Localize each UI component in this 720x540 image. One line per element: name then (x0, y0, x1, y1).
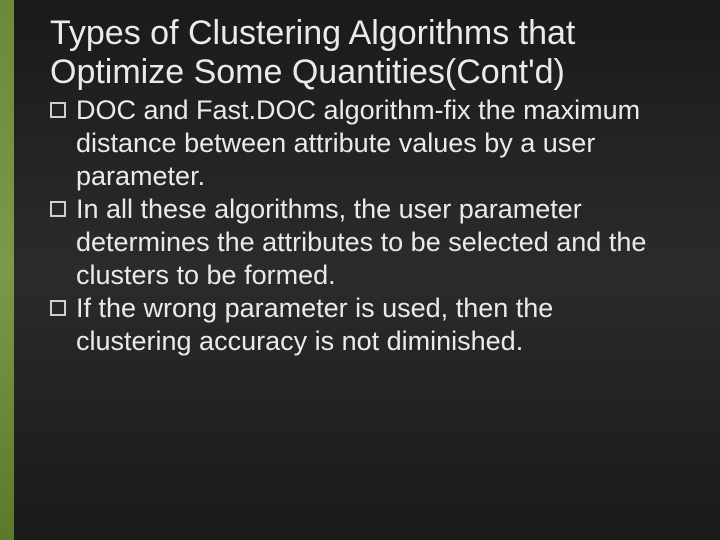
bullet-list: DOC and Fast.DOC algorithm-fix the maxim… (50, 94, 670, 358)
slide-content: Types of Clustering Algorithms that Opti… (50, 14, 670, 358)
list-item: In all these algorithms, the user parame… (50, 193, 670, 292)
list-item: If the wrong parameter is used, then the… (50, 292, 670, 358)
bullet-marker-icon (50, 300, 66, 316)
accent-bar (0, 0, 14, 540)
bullet-text: If the wrong parameter is used, then the… (76, 292, 670, 358)
bullet-marker-icon (50, 201, 66, 217)
slide-title: Types of Clustering Algorithms that Opti… (50, 14, 670, 92)
bullet-text: DOC and Fast.DOC algorithm-fix the maxim… (76, 94, 670, 193)
bullet-text: In all these algorithms, the user parame… (76, 193, 670, 292)
list-item: DOC and Fast.DOC algorithm-fix the maxim… (50, 94, 670, 193)
bullet-marker-icon (50, 102, 66, 118)
